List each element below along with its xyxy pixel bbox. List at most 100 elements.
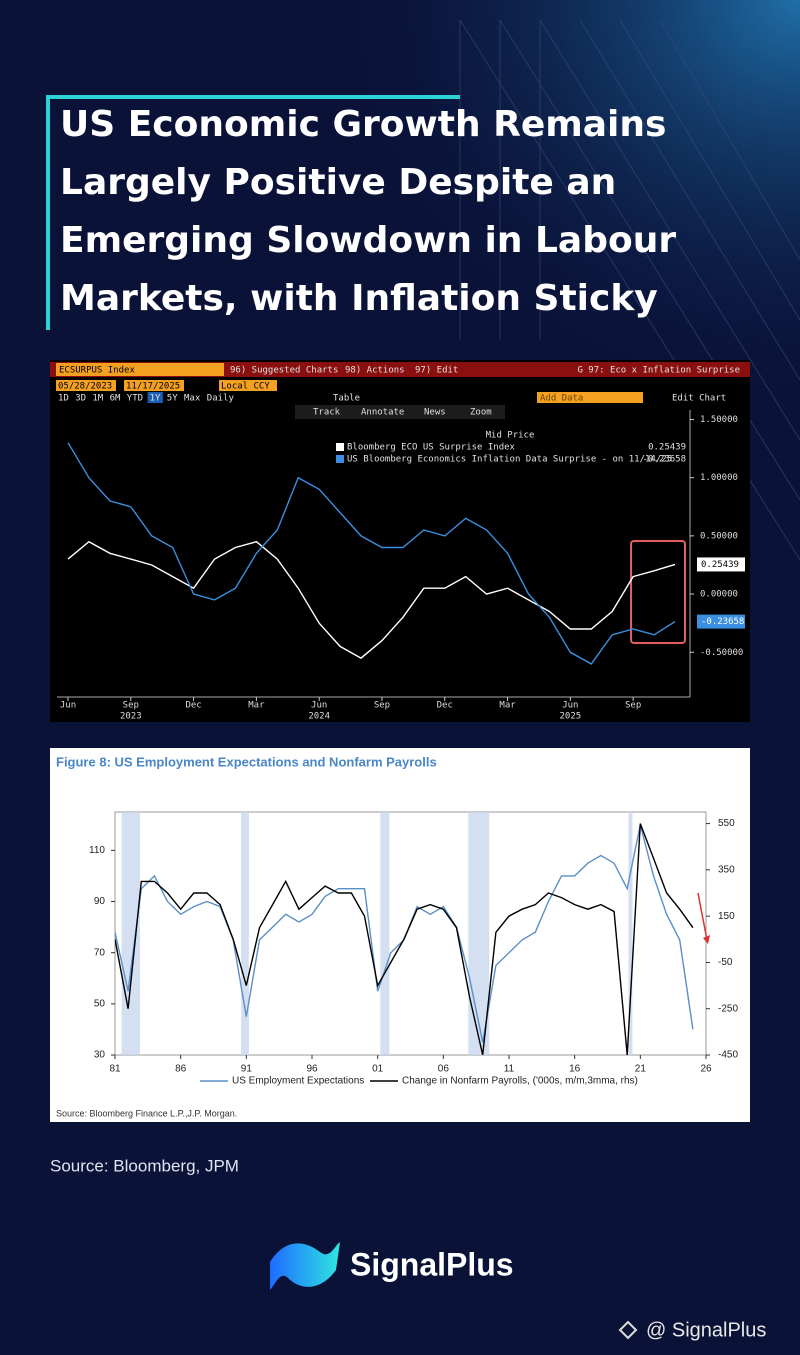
table-button[interactable]: Table [333,394,360,404]
brand: SignalPlus [350,1246,514,1282]
chart-name: G 97: Eco x Inflation Surprise [577,366,740,376]
period-button[interactable]: 1Y [150,394,161,404]
legend-swatch [336,443,344,451]
period-active [147,392,163,403]
annotation-arrow [697,892,708,941]
terminal-bar [50,362,750,377]
recession-band [628,812,633,1055]
highlight-box [630,540,686,644]
x-tick-label: 06 [438,1064,450,1075]
edit-chart[interactable]: Edit Chart [672,394,726,404]
x-tick-label: Jun [60,701,76,711]
x-tick-label: Mar [248,701,265,711]
period-button[interactable]: 5Y [167,394,178,404]
logo-mark [270,1242,340,1290]
period-button[interactable]: Daily [207,394,235,404]
series-line [115,823,694,1055]
x-tick-label: Mar [499,701,516,711]
x-tick-label: Jun [562,701,578,711]
x-tick-label: Sep [625,701,641,711]
x-year-label: 2023 [120,712,142,722]
x-tick-label: 11 [504,1064,515,1075]
y2-tick-label: 350 [718,864,735,875]
end-date: 11/17/2025 [126,382,180,392]
title: US Economic Growth Remains Largely Posit… [60,104,676,319]
y-tick-label: -0.50000 [700,648,743,658]
watermark: @ SignalPlus [646,1319,766,1341]
title-line: Markets, with Inflation Sticky [60,278,658,319]
title-line: US Economic Growth Remains [60,104,666,145]
x-tick-label: Jun [311,701,327,711]
series-line [67,442,676,665]
legend-title: Mid Price [486,431,535,441]
x-tick-label: 91 [241,1064,253,1075]
legend-swatch [336,455,344,463]
legend-value: -0.23658 [643,455,686,465]
series-line [67,540,676,659]
x-tick-label: 81 [109,1064,121,1075]
tools-bar [295,405,505,419]
title-frame [46,95,460,330]
legend-value: 0.25439 [648,443,686,453]
menu-item[interactable]: 98) Actions [345,366,405,376]
ticker: ECSURPUS Index [59,366,135,376]
end-flag [697,614,745,629]
y2-tick-label: -250 [718,1003,738,1014]
recession-band [380,812,390,1055]
watermark-icon [618,1320,638,1340]
x-tick-label: Sep [123,701,139,711]
add-data-box[interactable] [537,392,643,403]
figure-title: Figure 8: US Employment Expectations and… [56,754,437,769]
ccy-box[interactable] [219,380,277,391]
legend-label: Change in Nonfarm Payrolls, ('000s, m/m,… [402,1076,638,1087]
y-tick-label: 110 [89,845,105,856]
title-line: Emerging Slowdown in Labour [60,220,676,261]
period-buttons: 1D 3D 1M 6M YTD 1Y 5Y Max Daily [58,392,234,404]
y2-tick-label: -450 [718,1050,738,1061]
ticker-box [56,363,224,376]
tool[interactable]: Annotate [361,408,404,418]
menu-item[interactable]: 97) Edit [415,366,458,376]
source: Source: Bloomberg, JPM [50,1156,239,1175]
x-tick-label: Dec [185,701,201,711]
tool[interactable]: Zoom [470,408,492,418]
date-box[interactable] [124,380,184,391]
x-tick-label: 96 [306,1064,318,1075]
currency: Local CCY [221,382,270,392]
y-tick-label: 1.00000 [700,473,738,483]
y-tick-label: 90 [94,896,106,907]
y-tick-label: 70 [94,947,106,958]
period-button[interactable]: 6M [110,394,121,404]
figure-source: Source: Bloomberg Finance L.P.,J.P. Morg… [56,1108,237,1118]
decor-lines [459,19,800,561]
period-button[interactable]: 1M [92,394,103,404]
x-tick-label: 26 [700,1064,712,1075]
x-tick-label: 21 [635,1064,647,1075]
end-flag-label: 0.25439 [701,560,739,570]
y-tick-label: 30 [94,1050,106,1061]
x-tick-label: Sep [374,701,390,711]
x-year-label: 2024 [308,712,330,722]
x-tick-label: 16 [569,1064,581,1075]
tool[interactable]: Track [313,408,341,418]
period-button[interactable]: YTD [127,394,143,404]
x-tick-label: 01 [372,1064,384,1075]
y-tick-label: 0.50000 [700,531,738,541]
x-tick-label: Dec [437,701,453,711]
y2-tick-label: -50 [718,957,733,968]
y2-tick-label: 550 [718,818,735,829]
period-button[interactable]: Max [184,394,201,404]
period-button[interactable]: 3D [75,394,86,404]
tool[interactable]: News [424,408,446,418]
x-tick-label: 86 [175,1064,187,1075]
legend-label: US Employment Expectations [232,1076,364,1087]
menu-item[interactable]: 96) Suggested Charts [230,366,338,376]
recession-band [241,812,249,1055]
title-line: Largely Positive Despite an [60,162,616,203]
legend-label: Bloomberg ECO US Surprise Index [347,443,516,453]
date-box[interactable] [56,380,116,391]
y-tick-label: 0.00000 [700,590,738,600]
period-button[interactable]: 1D [58,394,69,404]
start-date: 05/28/2023 [58,382,112,392]
